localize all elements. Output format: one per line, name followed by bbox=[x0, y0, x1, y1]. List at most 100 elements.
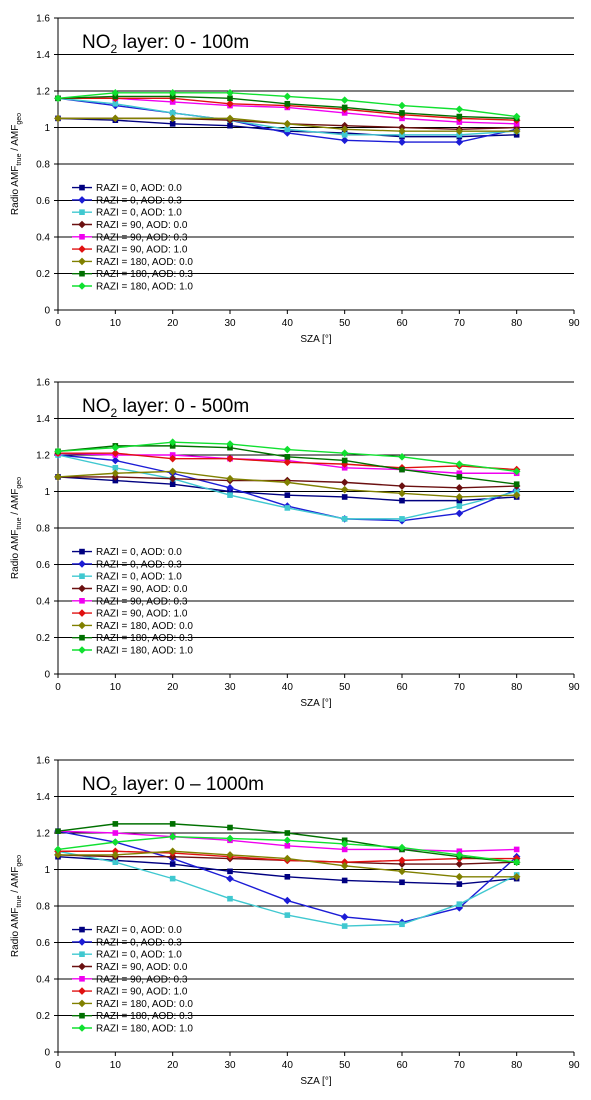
data-point bbox=[54, 845, 62, 854]
y-tick-label: 0.6 bbox=[36, 196, 50, 207]
legend-item: RAZI = 90, AOD: 1.0 bbox=[72, 609, 188, 620]
data-point bbox=[399, 921, 405, 928]
data-point bbox=[455, 138, 464, 146]
x-tick-label: 50 bbox=[339, 1060, 351, 1071]
x-axis-label: SZA [°] bbox=[300, 698, 331, 709]
data-point bbox=[168, 89, 177, 97]
data-point bbox=[111, 469, 120, 478]
y-axis-label: Radio AMFtrue / AMFgeo bbox=[10, 855, 23, 957]
data-point bbox=[512, 873, 521, 881]
data-point bbox=[340, 449, 349, 457]
legend-label: RAZI = 90, AOD: 0.3 bbox=[96, 974, 188, 985]
x-tick-label: 20 bbox=[167, 1060, 179, 1071]
x-tick-label: 30 bbox=[224, 682, 236, 693]
x-tick-label: 40 bbox=[282, 682, 294, 693]
legend-item: RAZI = 0, AOD: 0.0 bbox=[72, 925, 182, 936]
legend-swatch-marker bbox=[78, 257, 86, 266]
x-tick-label: 70 bbox=[454, 1060, 466, 1071]
y-tick-label: 1.2 bbox=[36, 451, 50, 462]
data-point bbox=[340, 913, 349, 921]
data-point bbox=[227, 868, 233, 875]
data-point bbox=[283, 478, 292, 487]
x-tick-label: 10 bbox=[110, 1060, 122, 1071]
data-point bbox=[112, 830, 119, 836]
legend-item: RAZI = 90, AOD: 0.0 bbox=[72, 220, 188, 231]
data-point bbox=[455, 509, 464, 518]
data-point bbox=[341, 104, 348, 111]
data-point bbox=[455, 851, 464, 859]
legend-swatch-marker bbox=[78, 938, 86, 946]
legend-item: RAZI = 0, AOD: 0.3 bbox=[72, 559, 182, 570]
x-tick-label: 80 bbox=[511, 682, 523, 693]
legend-item: RAZI = 90, AOD: 0.3 bbox=[72, 974, 188, 985]
data-point bbox=[513, 846, 520, 853]
data-point bbox=[340, 862, 349, 870]
legend-item: RAZI = 0, AOD: 0.3 bbox=[72, 937, 182, 948]
data-point bbox=[284, 454, 291, 460]
data-point bbox=[112, 859, 119, 865]
data-point bbox=[340, 840, 349, 848]
data-point bbox=[284, 874, 291, 880]
data-point bbox=[340, 136, 349, 145]
data-point bbox=[456, 470, 463, 477]
data-point bbox=[283, 445, 292, 454]
legend-label: RAZI = 90, AOD: 1.0 bbox=[96, 987, 188, 998]
x-tick-label: 60 bbox=[396, 682, 408, 693]
series-9 bbox=[54, 89, 521, 121]
y-tick-label: 1.4 bbox=[36, 792, 50, 803]
legend-swatch-marker bbox=[79, 976, 85, 982]
x-tick-label: 20 bbox=[167, 318, 179, 329]
legend-label: RAZI = 90, AOD: 0.0 bbox=[96, 220, 188, 231]
x-tick-label: 60 bbox=[396, 318, 408, 329]
x-tick-label: 0 bbox=[55, 318, 61, 329]
legend-item: RAZI = 0, AOD: 1.0 bbox=[72, 208, 182, 219]
y-tick-label: 0.4 bbox=[36, 975, 50, 986]
legend-item: RAZI = 0, AOD: 1.0 bbox=[72, 950, 182, 961]
legend-swatch-marker bbox=[79, 951, 85, 957]
legend-item: RAZI = 180, AOD: 1.0 bbox=[72, 282, 193, 293]
chart-3: 0 0.2 0.4 0.6 0.8 1 1.2 1.4 1.6 0 10 20 30 40 50 60 70 80… bbox=[10, 756, 580, 1088]
x-tick-label: 80 bbox=[511, 318, 523, 329]
data-point bbox=[227, 895, 233, 902]
data-point bbox=[512, 491, 521, 499]
data-point bbox=[398, 867, 406, 876]
legend-swatch-marker bbox=[78, 1024, 86, 1032]
legend-label: RAZI = 180, AOD: 1.0 bbox=[96, 1024, 193, 1035]
data-point bbox=[455, 460, 464, 468]
data-point bbox=[168, 114, 177, 123]
data-point bbox=[284, 100, 291, 107]
chart-title: NO2 layer: 0 – 1000m bbox=[82, 774, 264, 798]
y-tick-label: 1 bbox=[44, 123, 50, 134]
data-point bbox=[341, 132, 348, 138]
legend-item: RAZI = 0, AOD: 0.3 bbox=[72, 195, 182, 206]
data-point bbox=[112, 100, 119, 107]
legend-label: RAZI = 180, AOD: 0.3 bbox=[96, 1011, 193, 1022]
y-tick-label: 1.6 bbox=[36, 378, 50, 389]
data-point bbox=[340, 96, 349, 104]
legend-item: RAZI = 180, AOD: 1.0 bbox=[72, 646, 193, 657]
y-tick-label: 1.6 bbox=[36, 14, 50, 25]
legend-item: RAZI = 180, AOD: 0.3 bbox=[72, 633, 193, 644]
data-point bbox=[226, 114, 234, 123]
y-tick-label: 0.4 bbox=[36, 597, 50, 608]
data-point bbox=[512, 112, 521, 121]
legend-swatch-marker bbox=[78, 560, 86, 568]
x-tick-label: 30 bbox=[224, 1060, 236, 1071]
data-point bbox=[226, 851, 234, 859]
data-point bbox=[169, 821, 176, 827]
data-point bbox=[512, 127, 521, 135]
data-point bbox=[512, 858, 521, 866]
x-tick-label: 70 bbox=[454, 682, 466, 693]
data-point bbox=[112, 464, 119, 471]
legend-label: RAZI = 0, AOD: 0.3 bbox=[96, 937, 182, 948]
y-tick-label: 0 bbox=[44, 670, 50, 681]
y-tick-label: 0.2 bbox=[36, 1011, 50, 1022]
legend-label: RAZI = 90, AOD: 0.3 bbox=[96, 232, 188, 243]
legend-label: RAZI = 90, AOD: 0.0 bbox=[96, 962, 188, 973]
y-tick-label: 1.2 bbox=[36, 87, 50, 98]
data-point bbox=[226, 484, 234, 492]
data-point bbox=[398, 127, 406, 135]
data-point bbox=[169, 861, 176, 867]
data-point bbox=[111, 89, 120, 97]
data-point bbox=[111, 114, 120, 123]
